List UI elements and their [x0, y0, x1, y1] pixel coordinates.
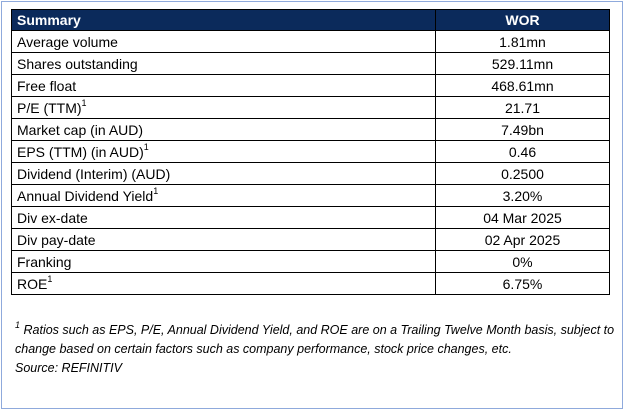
table-row: ROE1 6.75% — [11, 272, 610, 295]
row-label: Market cap (in AUD) — [11, 118, 436, 141]
row-label: Shares outstanding — [11, 52, 436, 75]
row-label-text: P/E (TTM) — [17, 99, 82, 116]
summary-table: Summary WOR Average volume 1.81mn Shares o… — [11, 9, 610, 295]
row-value: 04 Mar 2025 — [435, 206, 610, 229]
table-body: Average volume 1.81mn Shares outstanding 52… — [11, 30, 610, 295]
row-value: 529.11mn — [435, 52, 610, 75]
table-row: Div ex-date 04 Mar 2025 — [11, 206, 610, 229]
table-row: EPS (TTM) (in AUD)1 0.46 — [11, 140, 610, 163]
row-value: 6.75% — [435, 272, 610, 295]
row-label-text: Market cap (in AUD) — [17, 121, 144, 138]
row-label-superscript: 1 — [81, 97, 87, 108]
table-row: Shares outstanding 529.11mn — [11, 52, 610, 75]
row-label: P/E (TTM)1 — [11, 96, 436, 119]
row-value: 468.61mn — [435, 74, 610, 97]
row-label: Franking — [11, 250, 436, 273]
row-label-text: Div pay-date — [17, 231, 96, 248]
footnotes: 1 Ratios such as EPS, P/E, Annual Divide… — [15, 319, 615, 378]
row-label-superscript: 1 — [143, 141, 149, 152]
row-value: 1.81mn — [435, 30, 610, 53]
table-row: P/E (TTM)1 21.71 — [11, 96, 610, 119]
row-label-superscript: 1 — [153, 185, 159, 196]
row-label-text: Free float — [17, 77, 77, 94]
row-label-text: Franking — [17, 253, 72, 270]
table-row: Free float 468.61mn — [11, 74, 610, 97]
footnote-marker: 1 — [15, 319, 21, 330]
row-label: Free float — [11, 74, 436, 97]
row-value: 0.46 — [435, 140, 610, 163]
table-row: Dividend (Interim) (AUD) 0.2500 — [11, 162, 610, 185]
table-row: Market cap (in AUD) 7.49bn — [11, 118, 610, 141]
row-label-text: Div ex-date — [17, 209, 88, 226]
row-label: Div ex-date — [11, 206, 436, 229]
row-label: EPS (TTM) (in AUD)1 — [11, 140, 436, 163]
row-label: Div pay-date — [11, 228, 436, 251]
row-value: 21.71 — [435, 96, 610, 119]
table-row: Franking 0% — [11, 250, 610, 273]
row-label: Annual Dividend Yield1 — [11, 184, 436, 207]
row-value: 7.49bn — [435, 118, 610, 141]
source-note: Source: REFINITIV — [15, 361, 122, 375]
header-summary-label: Summary — [11, 9, 436, 31]
row-label-text: EPS (TTM) (in AUD) — [17, 143, 144, 160]
table-row: Annual Dividend Yield1 3.20% — [11, 184, 610, 207]
header-ticker: WOR — [435, 9, 610, 31]
row-value: 0.2500 — [435, 162, 610, 185]
row-label-superscript: 1 — [47, 273, 53, 284]
row-value: 3.20% — [435, 184, 610, 207]
row-label-text: ROE — [17, 275, 48, 292]
row-label-text: Average volume — [17, 33, 118, 50]
row-label: Dividend (Interim) (AUD) — [11, 162, 436, 185]
row-label-text: Dividend (Interim) (AUD) — [17, 165, 171, 182]
table-header-row: Summary WOR — [11, 9, 610, 31]
row-label-text: Shares outstanding — [17, 55, 138, 72]
footnote-text: 1 Ratios such as EPS, P/E, Annual Divide… — [15, 319, 615, 359]
row-label-text: Annual Dividend Yield — [17, 187, 154, 204]
row-label: Average volume — [11, 30, 436, 53]
row-value: 02 Apr 2025 — [435, 228, 610, 251]
footnote-body: Ratios such as EPS, P/E, Annual Dividend… — [15, 323, 615, 356]
row-label: ROE1 — [11, 272, 436, 295]
row-value: 0% — [435, 250, 610, 273]
table-row: Div pay-date 02 Apr 2025 — [11, 228, 610, 251]
table-row: Average volume 1.81mn — [11, 30, 610, 53]
